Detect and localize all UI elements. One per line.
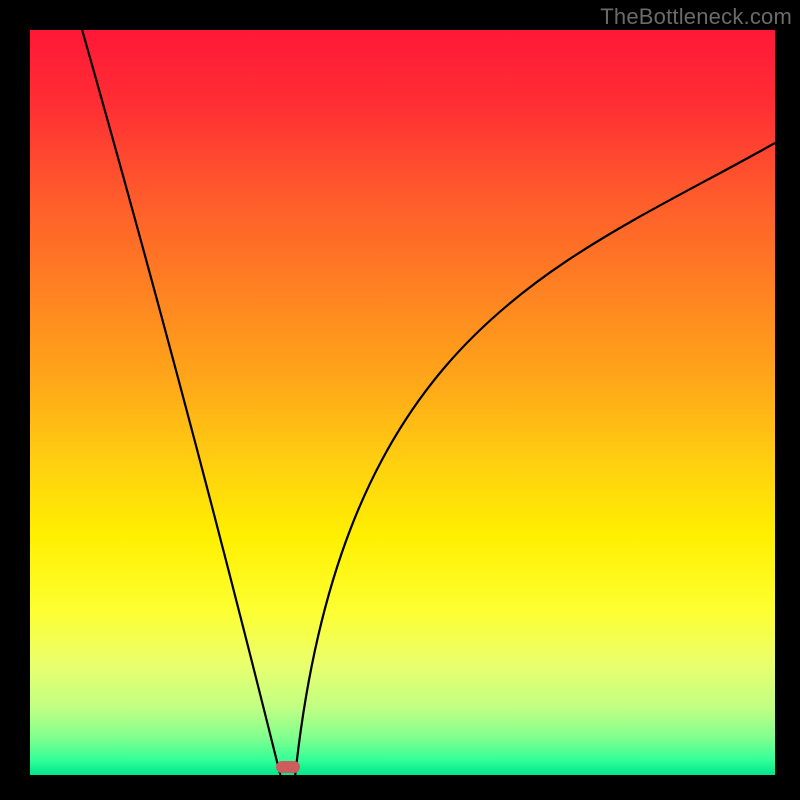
bottleneck-curve — [82, 30, 775, 775]
plot-area — [30, 30, 775, 775]
curve-svg — [30, 30, 775, 775]
watermark-text: TheBottleneck.com — [600, 4, 792, 30]
optimum-marker — [276, 761, 300, 773]
chart-container: TheBottleneck.com — [0, 0, 800, 800]
